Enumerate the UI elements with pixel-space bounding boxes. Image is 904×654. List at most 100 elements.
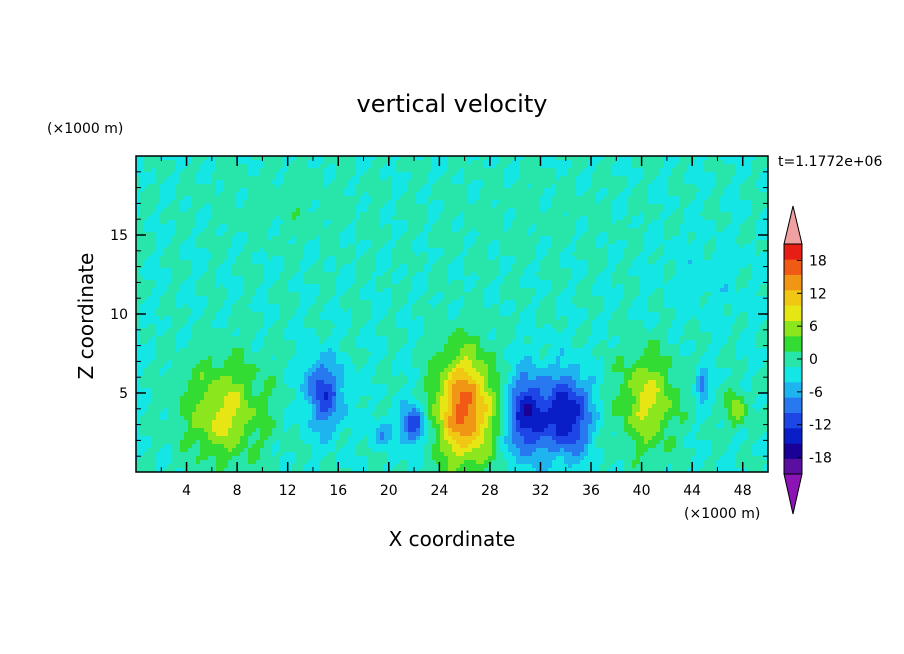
field-cell xyxy=(504,224,509,229)
field-cell xyxy=(600,204,605,209)
field-cell xyxy=(644,256,649,261)
field-cell xyxy=(444,208,449,213)
field-cell xyxy=(540,196,545,201)
field-cell xyxy=(368,156,373,161)
field-cell xyxy=(408,184,413,189)
field-cell xyxy=(360,232,365,237)
field-cell xyxy=(500,208,505,213)
field-cell xyxy=(372,196,377,201)
field-cell xyxy=(668,224,673,229)
field-cell xyxy=(740,172,745,177)
field-cell xyxy=(168,220,173,225)
field-cell xyxy=(208,172,213,177)
field-cell xyxy=(652,248,657,253)
field-cell xyxy=(428,208,433,213)
field-cell xyxy=(396,196,401,201)
field-cell xyxy=(564,232,569,237)
field-cell xyxy=(304,228,309,233)
field-cell xyxy=(312,228,317,233)
field-cell xyxy=(484,224,489,229)
field-cell xyxy=(748,196,753,201)
field-cell xyxy=(392,228,397,233)
field-cell xyxy=(724,268,729,273)
field-cell xyxy=(376,232,381,237)
field-cell xyxy=(664,212,669,217)
field-cell xyxy=(568,224,573,229)
field-cell xyxy=(156,156,161,161)
field-cell xyxy=(316,188,321,193)
field-cell xyxy=(204,176,209,181)
field-cell xyxy=(668,228,673,233)
field-cell xyxy=(604,276,609,281)
field-cell xyxy=(320,228,325,233)
field-cell xyxy=(628,240,633,245)
field-cell xyxy=(552,252,557,257)
field-cell xyxy=(728,260,733,265)
field-cell xyxy=(304,172,309,177)
field-cell xyxy=(716,172,721,177)
field-cell xyxy=(224,156,229,161)
field-cell xyxy=(284,172,289,177)
field-cell xyxy=(484,164,489,169)
field-cell xyxy=(500,172,505,177)
field-cell xyxy=(744,184,749,189)
field-cell xyxy=(252,260,257,265)
field-cell xyxy=(156,264,161,269)
field-cell xyxy=(284,236,289,241)
field-cell xyxy=(528,216,533,221)
field-cell xyxy=(700,272,705,277)
field-cell xyxy=(444,180,449,185)
field-cell xyxy=(688,208,693,213)
field-cell xyxy=(188,252,193,257)
field-cell xyxy=(400,272,405,277)
field-cell xyxy=(552,272,557,277)
field-cell xyxy=(348,208,353,213)
field-cell xyxy=(696,272,701,277)
field-cell xyxy=(644,272,649,277)
field-cell xyxy=(352,208,357,213)
field-cell xyxy=(180,204,185,209)
field-cell xyxy=(368,240,373,245)
field-cell xyxy=(736,172,741,177)
field-cell xyxy=(148,204,153,209)
field-cell xyxy=(224,212,229,217)
field-cell xyxy=(644,216,649,221)
field-cell xyxy=(700,252,705,257)
field-cell xyxy=(412,240,417,245)
field-cell xyxy=(168,272,173,277)
field-cell xyxy=(312,192,317,197)
field-cell xyxy=(276,164,281,169)
field-cell xyxy=(688,164,693,169)
field-cell xyxy=(660,200,665,205)
field-cell xyxy=(576,172,581,177)
field-cell xyxy=(356,272,361,277)
field-cell xyxy=(364,176,369,181)
field-cell xyxy=(308,172,313,177)
field-cell xyxy=(256,180,261,185)
field-cell xyxy=(496,160,501,165)
field-cell xyxy=(732,248,737,253)
field-cell xyxy=(660,232,665,237)
field-cell xyxy=(428,276,433,281)
field-cell xyxy=(252,208,257,213)
field-cell xyxy=(368,260,373,265)
field-cell xyxy=(620,196,625,201)
field-cell xyxy=(424,232,429,237)
field-cell xyxy=(512,184,517,189)
field-cell xyxy=(276,224,281,229)
field-cell xyxy=(396,252,401,257)
field-cell xyxy=(568,172,573,177)
field-cell xyxy=(492,160,497,165)
field-cell xyxy=(352,244,357,249)
field-cell xyxy=(464,248,469,253)
field-cell xyxy=(504,256,509,261)
field-cell xyxy=(600,156,605,161)
field-cell xyxy=(352,196,357,201)
field-cell xyxy=(600,164,605,169)
field-cell xyxy=(272,220,277,225)
field-cell xyxy=(672,256,677,261)
field-cell xyxy=(296,228,301,233)
field-cell xyxy=(528,168,533,173)
field-cell xyxy=(228,160,233,165)
field-cell xyxy=(384,268,389,273)
